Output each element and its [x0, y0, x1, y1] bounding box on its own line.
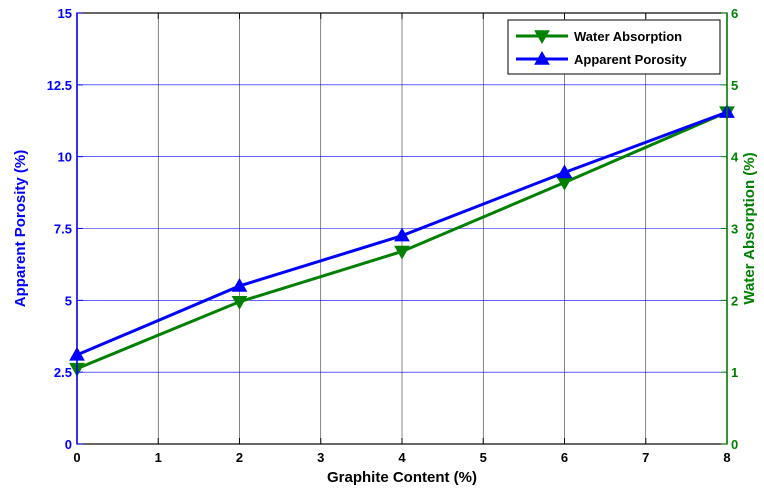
- y-left-tick-label: 7.5: [54, 222, 72, 237]
- water-absorption-marker: [394, 245, 410, 260]
- x-tick-label: 4: [398, 450, 406, 465]
- y-right-tick-label: 3: [731, 222, 738, 237]
- x-tick-label: 5: [480, 450, 487, 465]
- y-left-tick-label: 2.5: [54, 365, 72, 380]
- y-left-tick-label: 5: [65, 293, 72, 308]
- y-right-tick-label: 5: [731, 78, 738, 93]
- y-right-tick-label: 2: [731, 293, 738, 308]
- y-right-tick-label: 6: [731, 6, 738, 21]
- x-tick-label: 6: [561, 450, 568, 465]
- legend-marker-water-absorption: [534, 30, 550, 45]
- water-absorption-marker: [231, 296, 248, 310]
- x-tick-label: 7: [642, 450, 649, 465]
- x-tick-label: 1: [155, 450, 162, 465]
- y-left-tick-label: 12.5: [47, 78, 72, 93]
- y-right-tick-label: 4: [731, 150, 739, 165]
- legend-label-apparent-porosity: Apparent Porosity: [574, 52, 687, 67]
- apparent-porosity-marker: [556, 164, 573, 179]
- legend[interactable]: Water Absorption Apparent Porosity: [507, 19, 721, 75]
- y-axis-right-label: Water Absorption (%): [741, 152, 758, 304]
- legend-marker-apparent-porosity: [534, 50, 550, 65]
- legend-items: Water Absorption Apparent Porosity: [516, 29, 687, 67]
- apparent-porosity-marker: [394, 227, 410, 242]
- y-axis-left-label: Apparent Porosity (%): [12, 150, 29, 308]
- x-tick-label: 2: [236, 450, 243, 465]
- apparent-porosity-marker: [231, 277, 248, 292]
- y-right-tick-label: 1: [731, 365, 738, 380]
- x-tick-label: 0: [73, 450, 80, 465]
- y-left-tick-label: 0: [65, 437, 72, 452]
- y-right-tick-label: 0: [731, 437, 738, 452]
- y-left-tick-label: 10: [58, 150, 72, 165]
- legend-box: [507, 19, 721, 75]
- x-tick-label: 8: [723, 450, 730, 465]
- x-axis-label: Graphite Content (%): [327, 469, 477, 486]
- y-left-tick-label: 15: [58, 6, 72, 21]
- x-tick-label: 3: [317, 450, 324, 465]
- legend-label-water-absorption: Water Absorption: [574, 29, 682, 44]
- series-layer: [69, 104, 735, 377]
